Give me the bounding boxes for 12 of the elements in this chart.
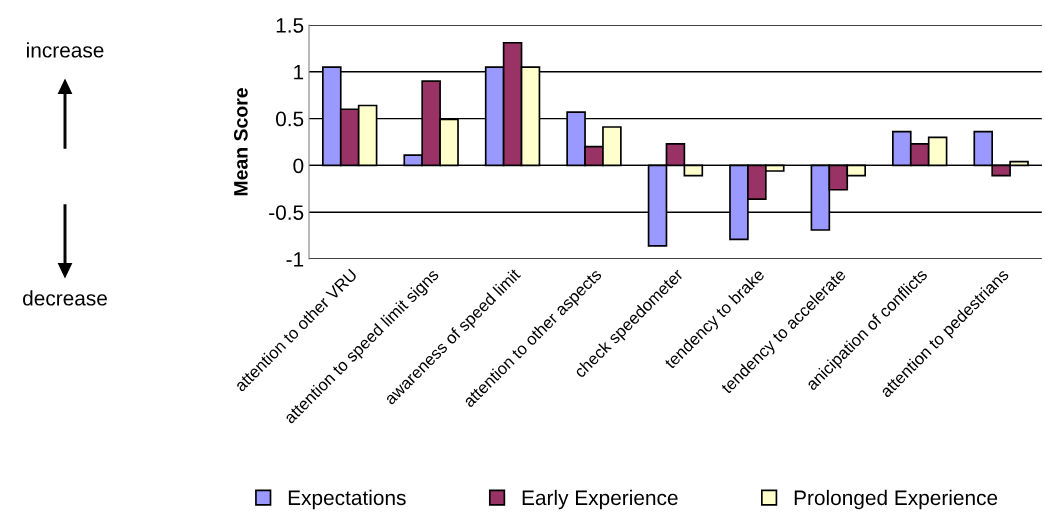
y-axis-title: Mean Score bbox=[233, 88, 248, 196]
legend-label: Early Experience bbox=[522, 489, 678, 510]
text: increase bbox=[27, 42, 104, 58]
legend-label: Expectations bbox=[288, 489, 406, 510]
text: decrease bbox=[23, 290, 107, 306]
y-tick-label: 0.5 bbox=[275, 111, 304, 127]
y-tick-label: -0.5 bbox=[269, 205, 304, 220]
y-tick-label: 1.5 bbox=[276, 18, 304, 33]
legend-label: Prolonged Experience bbox=[794, 489, 998, 510]
y-tick-label: 1 bbox=[294, 65, 304, 80]
y-tick-label: 0 bbox=[293, 158, 304, 174]
y-tick-label: -1 bbox=[286, 252, 304, 267]
